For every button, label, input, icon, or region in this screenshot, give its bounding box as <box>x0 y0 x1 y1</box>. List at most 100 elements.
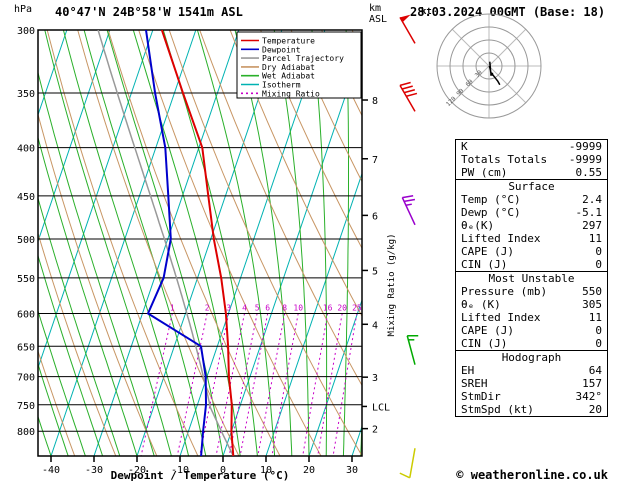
svg-text:3: 3 <box>372 373 378 384</box>
indices-table: K -9999 Totals Totals -9999 PW (cm) 0.55 Surfa… <box>455 139 608 417</box>
table-row-value: 297 <box>582 219 602 232</box>
table-row-label: θₑ (K) <box>461 298 501 311</box>
table-row-label: Totals Totals <box>461 153 548 166</box>
svg-text:800: 800 <box>17 427 35 438</box>
svg-text:4: 4 <box>372 320 378 331</box>
svg-text:16: 16 <box>323 304 333 313</box>
svg-text:8: 8 <box>282 304 287 313</box>
table-row: Lifted Index 11 <box>456 232 607 245</box>
svg-text:700: 700 <box>17 373 35 384</box>
table-row: Temp (°C) 2.4 <box>456 193 607 206</box>
svg-text:10: 10 <box>260 465 272 476</box>
table-row-label: Lifted Index <box>461 311 541 324</box>
table-row-value: 305 <box>582 298 602 311</box>
svg-text:Dewpoint: Dewpoint <box>262 45 301 54</box>
table-row-label: CAPE (J) <box>461 245 514 258</box>
km-axis: 8 7 6 5 4 3 2 LCL <box>362 96 390 436</box>
table-row: θₑ (K) 305 <box>456 298 607 311</box>
svg-text:Isotherm: Isotherm <box>262 81 301 90</box>
table-row-label: PW (cm) <box>461 166 508 179</box>
table-row-value: 11 <box>588 232 602 245</box>
table-row: CAPE (J) 0 <box>456 245 607 258</box>
pressure-unit-label: hPa <box>14 4 33 15</box>
table-row-label: K <box>461 140 468 153</box>
svg-text:30: 30 <box>474 69 484 79</box>
table-row: Dewp (°C) -5.1 <box>456 206 607 219</box>
svg-text:LCL: LCL <box>372 402 390 413</box>
table-section-title: Surface <box>508 180 555 193</box>
svg-text:500: 500 <box>17 235 35 246</box>
svg-text:10: 10 <box>293 304 303 313</box>
svg-text:6: 6 <box>372 211 378 222</box>
table-section-title: Most Unstable <box>488 272 575 285</box>
svg-text:Temperature: Temperature <box>262 37 315 46</box>
altitude-unit-km: km <box>369 3 382 14</box>
svg-text:4: 4 <box>242 304 247 313</box>
table-row: SREH 157 <box>456 377 607 390</box>
table-row: CIN (J) 0 <box>456 337 607 350</box>
table-row-value: 342° <box>575 390 603 403</box>
credit-text: © weatheronline.co.uk <box>456 468 608 482</box>
table-section: Hodograph EH 64 SREH 157 StmDir 342° StmSpd (kt… <box>455 350 608 417</box>
parcel-curve <box>97 30 234 456</box>
table-row: Lifted Index 11 <box>456 311 607 324</box>
svg-text:25: 25 <box>352 304 362 313</box>
svg-text:60: 60 <box>465 78 475 88</box>
svg-text:1: 1 <box>170 304 175 313</box>
wind-barbs <box>399 14 419 479</box>
svg-text:-10: -10 <box>171 465 189 476</box>
temperature-axis: -40 -30 -20 -10 0 10 20 30 Dewpoint / Temperatur… <box>42 456 358 482</box>
table-row-label: CIN (J) <box>461 337 508 350</box>
svg-text:6: 6 <box>265 304 270 313</box>
table-row-value: -9999 <box>568 140 602 153</box>
table-row: CAPE (J) 0 <box>456 324 607 337</box>
table-row-value: 0 <box>595 324 602 337</box>
table-row-value: -9999 <box>568 153 602 166</box>
table-row: θₑ(K) 297 <box>456 219 607 232</box>
table-row-label: Pressure (mb) <box>461 285 548 298</box>
svg-text:30: 30 <box>346 465 358 476</box>
table-row: StmDir 342° <box>456 390 607 403</box>
table-row: Totals Totals -9999 <box>456 153 607 166</box>
dewpoint-curve <box>145 30 208 456</box>
table-row-label: EH <box>461 364 475 377</box>
svg-text:-20: -20 <box>128 465 146 476</box>
table-row-label: Temp (°C) <box>461 193 521 206</box>
mixing-ratio-labels: 1 2 3 4 5 6 8 10 16 20 25 <box>170 304 362 313</box>
svg-text:750: 750 <box>17 401 35 412</box>
table-row-label: Lifted Index <box>461 232 541 245</box>
svg-text:550: 550 <box>17 274 35 285</box>
table-row-label: StmDir <box>461 390 501 403</box>
svg-text:2: 2 <box>372 425 378 436</box>
table-row-label: CAPE (J) <box>461 324 514 337</box>
svg-text:-40: -40 <box>42 465 60 476</box>
svg-text:Mixing Ratio: Mixing Ratio <box>262 89 320 98</box>
table-row: CIN (J) 0 <box>456 258 607 271</box>
svg-text:300: 300 <box>17 26 35 37</box>
dry-adiabats <box>38 30 362 456</box>
svg-text:90: 90 <box>455 87 465 97</box>
table-section-title: Hodograph <box>501 351 562 364</box>
pressure-grid <box>37 29 363 457</box>
svg-text:600: 600 <box>17 310 35 321</box>
svg-text:kt: kt <box>421 7 432 17</box>
table-row-label: SREH <box>461 377 488 390</box>
table-row: Pressure (mb) 550 <box>456 285 607 298</box>
svg-text:20: 20 <box>303 465 315 476</box>
station-title: 40°47'N 24B°58'W 1541m ASL <box>55 5 243 19</box>
svg-text:450: 450 <box>17 192 35 203</box>
table-section: K -9999 Totals Totals -9999 PW (cm) 0.55 <box>455 139 608 180</box>
table-row-value: 20 <box>588 403 602 416</box>
svg-text:650: 650 <box>17 342 35 353</box>
table-row-value: 11 <box>588 311 602 324</box>
table-row-value: 0.55 <box>575 166 603 179</box>
svg-text:Mixing Ratio (g/kg): Mixing Ratio (g/kg) <box>387 234 397 337</box>
svg-text:Dry Adiabat: Dry Adiabat <box>262 63 315 72</box>
svg-text:-30: -30 <box>85 465 103 476</box>
table-row-value: 157 <box>582 377 602 390</box>
table-row-value: 0 <box>595 245 602 258</box>
table-row-label: θₑ(K) <box>461 219 495 232</box>
